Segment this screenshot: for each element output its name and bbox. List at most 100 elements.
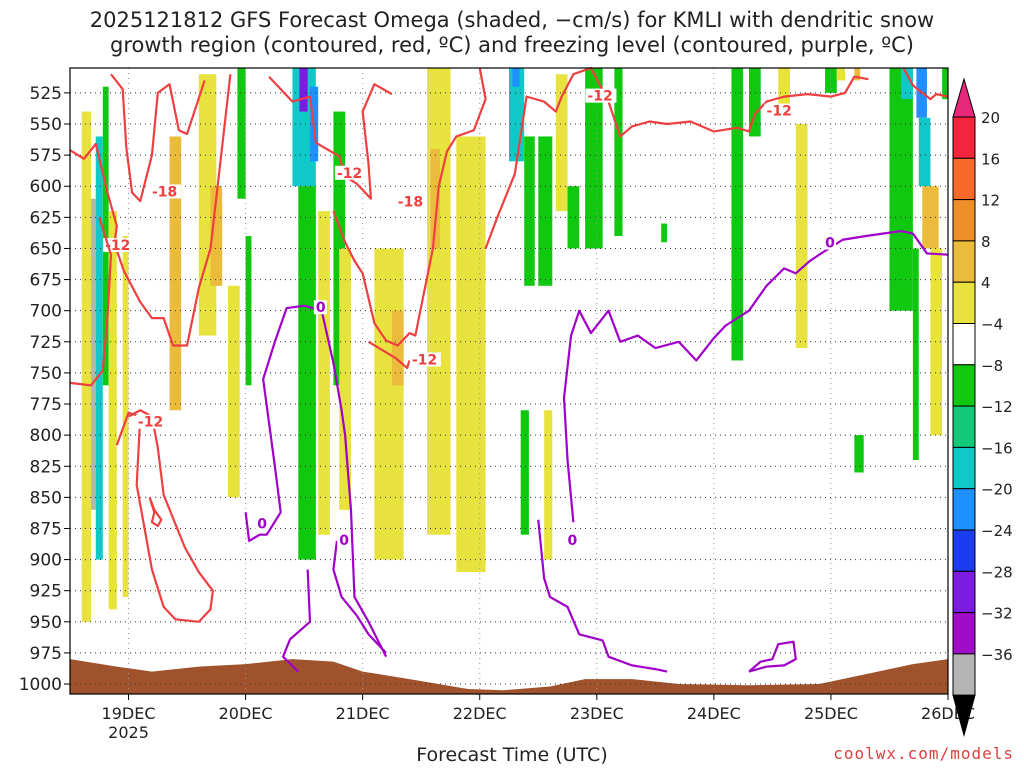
omega-cell-23 — [456, 136, 486, 573]
omega-cell-6 — [169, 136, 182, 411]
freezing-label-1: 0 — [257, 517, 267, 533]
freezing-label-2: 0 — [339, 533, 349, 549]
omega-cell-50 — [854, 435, 864, 473]
y-tick-label-875: 875 — [30, 519, 62, 539]
omega-cell-26 — [524, 136, 535, 286]
omega-cell-10 — [237, 68, 246, 199]
freezing-contour-3 — [537, 519, 668, 673]
colorbar-swatch-0 — [952, 116, 976, 159]
dgz-label-bg-3 — [135, 414, 167, 429]
x-tick-label-24DEC: 24DEC — [687, 704, 741, 723]
colorbar-top-arrow — [952, 77, 976, 118]
omega-cell-42 — [889, 68, 913, 311]
x-axis-title: Forecast Time (UTC) — [416, 744, 608, 766]
dgz-label-6: -18 — [398, 194, 423, 210]
y-tick-label-550: 550 — [30, 115, 62, 135]
x-tick-label-20DEC: 20DEC — [219, 704, 273, 723]
dgz-contour-2 — [110, 73, 206, 203]
omega-cell-41 — [854, 68, 861, 81]
colorbar-swatch-4 — [952, 281, 976, 325]
y-tick-label-525: 525 — [30, 84, 62, 104]
dgz-label-5: -12 — [337, 166, 362, 182]
omega-cell-27 — [520, 410, 529, 535]
dgz-label-bg-2 — [149, 184, 181, 199]
dgz-label-0: -12 — [105, 238, 130, 254]
omega-cell-21 — [427, 68, 451, 535]
omega-cell-5 — [122, 236, 129, 597]
y-axis-ticks: 525 550 575 600 625 650 675 700 725 750 775 800 825 8… — [19, 84, 70, 695]
y-tick-label-625: 625 — [30, 208, 62, 228]
dgz-contour-9 — [902, 67, 949, 101]
omega-cell-28 — [538, 136, 553, 286]
colorbar-bottom-arrow — [952, 694, 976, 738]
y-tick-label-775: 775 — [30, 395, 62, 415]
x-tick-label-22DEC: 22DEC — [453, 704, 507, 723]
dgz-label-8: -12 — [587, 89, 612, 105]
omega-cell-15 — [298, 186, 316, 560]
omega-cell-37 — [778, 68, 790, 112]
omega-cell-33 — [614, 68, 623, 237]
colorbar-swatch-3 — [952, 240, 976, 283]
dgz-contour-8 — [484, 66, 869, 249]
omega-shading — [81, 68, 948, 622]
colorbar-label-13: −36 — [981, 646, 1013, 664]
dgz-label-3: -12 — [138, 415, 163, 431]
source-credit: coolwx.com/models — [833, 744, 1014, 763]
omega-cell-44 — [901, 68, 913, 100]
omega-cell-20 — [391, 310, 404, 386]
colorbar-swatch-7 — [952, 405, 976, 448]
freezing-label-bg-1 — [255, 516, 269, 531]
colorbar: 20 16 12 8 4 −4 −8 −12 −16 −20 −24 −28 −32 −36 — [952, 77, 1013, 738]
omega-cell-39 — [825, 68, 837, 93]
y-tick-label-800: 800 — [30, 426, 62, 446]
dgz-label-bg-5 — [334, 165, 366, 180]
x-tick-label-23DEC: 23DEC — [570, 704, 624, 723]
dgz-contour-5 — [268, 75, 393, 200]
x-tick-year-label: 2025 — [108, 723, 149, 742]
terrain-fill — [70, 659, 948, 694]
freezing-label-4: 0 — [825, 235, 835, 251]
dgz-label-bg-7 — [409, 352, 441, 367]
omega-cell-2 — [95, 136, 103, 560]
colorbar-swatch-10 — [952, 529, 976, 572]
omega-cell-11 — [245, 236, 252, 386]
colorbar-swatch-11 — [952, 570, 976, 614]
y-tick-label-725: 725 — [30, 333, 62, 353]
omega-cell-17 — [333, 111, 346, 386]
colorbar-swatch-6 — [952, 364, 976, 407]
omega-cell-4 — [108, 211, 117, 610]
dgz-contour-0 — [69, 74, 232, 347]
colorbar-swatch-9 — [952, 488, 976, 531]
dgz-label-2: -18 — [152, 184, 177, 200]
dgz-label-7: -12 — [412, 352, 437, 368]
omega-cell-48 — [930, 248, 943, 436]
y-tick-label-925: 925 — [30, 582, 62, 602]
chart-title-line-1: 2025121812 GFS Forecast Omega (shaded, −… — [89, 8, 935, 32]
dgz-contour-7 — [367, 340, 411, 370]
y-tick-label-750: 750 — [30, 364, 62, 384]
dgz-label-bg-9 — [764, 103, 796, 118]
colorbar-label-3: 8 — [981, 233, 991, 251]
y-tick-label-675: 675 — [30, 271, 62, 291]
y-tick-label-700: 700 — [30, 302, 62, 322]
omega-cell-38 — [795, 124, 808, 349]
freezing-label-3: 0 — [568, 533, 578, 549]
colorbar-label-11: −28 — [981, 563, 1013, 581]
colorbar-label-5: −4 — [981, 316, 1003, 334]
omega-cell-18 — [339, 248, 351, 510]
colorbar-swatch-13 — [952, 653, 976, 696]
y-tick-label-575: 575 — [30, 146, 62, 166]
omega-cell-9 — [228, 285, 240, 498]
omega-cell-35 — [731, 68, 744, 361]
ground-fill — [70, 659, 948, 694]
y-tick-label-600: 600 — [30, 177, 62, 197]
colorbar-label-7: −12 — [981, 398, 1013, 416]
x-tick-label-25DEC: 25DEC — [804, 704, 858, 723]
freezing-label-bg-2 — [337, 532, 351, 547]
omega-cell-13 — [299, 68, 308, 112]
omega-cell-0 — [81, 111, 92, 622]
plot-frame — [69, 67, 949, 695]
dgz-contour-4 — [148, 496, 163, 528]
dgz-label-9: -12 — [767, 104, 792, 120]
